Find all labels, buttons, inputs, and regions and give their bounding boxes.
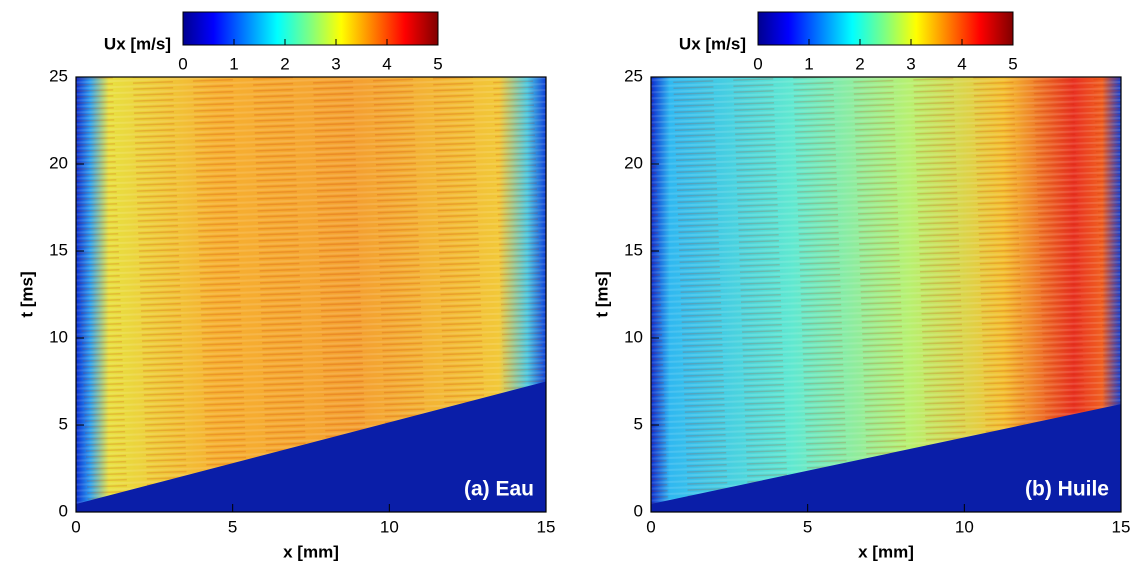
- x-axis-label: x [mm]: [858, 542, 914, 561]
- plot-frame: [75, 76, 547, 513]
- x-tick-label: 5: [228, 517, 237, 536]
- x-axis-label: x [mm]: [283, 542, 339, 561]
- y-axis-label: t [ms]: [17, 271, 36, 317]
- colorbar-tick-label: 1: [804, 54, 813, 73]
- x-tick-label: 10: [955, 517, 974, 536]
- x-tick-label: 0: [71, 517, 80, 536]
- colorbar-tick-label: 5: [433, 54, 442, 73]
- x-tick-label: 10: [380, 517, 399, 536]
- panel-annotation: (a) Eau: [464, 478, 534, 501]
- x-tick-label: 5: [803, 517, 812, 536]
- colorbar-tick-label: 0: [753, 54, 762, 73]
- y-tick-label: 20: [49, 153, 68, 172]
- y-tick-label: 25: [49, 66, 68, 85]
- y-tick-label: 10: [49, 327, 68, 346]
- colorbar-tick-label: 4: [382, 54, 391, 73]
- y-tick-label: 0: [59, 501, 68, 520]
- plot-frame: [650, 76, 1122, 513]
- x-tick-label: 0: [646, 517, 655, 536]
- colorbar-tick-label: 3: [331, 54, 340, 73]
- y-tick-label: 20: [624, 153, 643, 172]
- x-tick-label: 15: [1112, 517, 1131, 536]
- undisturbed-region: [76, 381, 546, 512]
- y-tick-label: 0: [634, 501, 643, 520]
- panel: 0 5 10 15 0 5 10 15 20 25 x [mm] t [ms] (a) Eau 0 1 2 3 4…: [17, 11, 556, 561]
- colorbar-label: Ux [m/s]: [679, 34, 746, 53]
- colorbar-tick-label: 4: [957, 54, 966, 73]
- panel-annotation: (b) Huile: [1025, 478, 1109, 501]
- y-tick-label: 15: [624, 240, 643, 259]
- colorbar-label: Ux [m/s]: [104, 34, 171, 53]
- y-tick-label: 5: [634, 414, 643, 433]
- y-tick-label: 25: [624, 66, 643, 85]
- colorbar: [757, 11, 1014, 46]
- colorbar-tick-label: 2: [855, 54, 864, 73]
- x-tick-label: 15: [537, 517, 556, 536]
- y-tick-label: 5: [59, 414, 68, 433]
- colorbar: [182, 11, 439, 46]
- y-tick-label: 10: [624, 327, 643, 346]
- y-tick-label: 15: [49, 240, 68, 259]
- colorbar-tick-label: 3: [906, 54, 915, 73]
- colorbar-tick-label: 5: [1008, 54, 1017, 73]
- y-axis-label: t [ms]: [592, 271, 611, 317]
- undisturbed-region: [651, 404, 1121, 512]
- colorbar-tick-label: 1: [229, 54, 238, 73]
- colorbar-tick-label: 0: [178, 54, 187, 73]
- colorbar-tick-label: 2: [280, 54, 289, 73]
